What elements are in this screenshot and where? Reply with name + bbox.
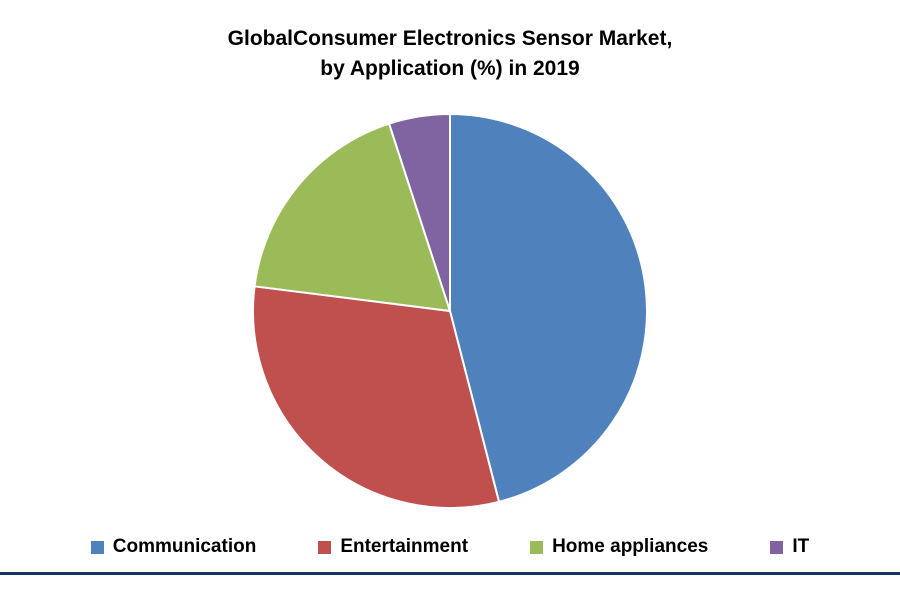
pie-slice-it <box>388 113 451 312</box>
legend-swatch-entertainment <box>318 540 332 554</box>
legend-label-entertainment: Entertainment <box>340 536 469 557</box>
legend-label-communication: Communication <box>112 536 257 557</box>
legend-label-it: IT <box>792 536 810 557</box>
legend-swatch-home-appliances <box>530 540 544 554</box>
legend-item-home-appliances: Home appliances <box>530 536 708 558</box>
pie-slice-communication <box>449 113 648 503</box>
chart-title: GlobalConsumer Electronics Sensor Market… <box>227 27 673 81</box>
legend: Communication Entertainment Home applian… <box>0 536 900 558</box>
legend-swatch-communication <box>90 540 104 554</box>
legend-label-home-appliances: Home appliances <box>552 536 709 557</box>
legend-item-communication: Communication <box>90 536 257 558</box>
bottom-border-line <box>0 572 900 575</box>
legend-item-it: IT <box>770 536 809 558</box>
pie-slice-home-appliances <box>253 122 451 312</box>
pie-slice-entertainment <box>252 285 500 509</box>
legend-swatch-it <box>770 540 784 554</box>
legend-item-entertainment: Entertainment <box>318 536 468 558</box>
